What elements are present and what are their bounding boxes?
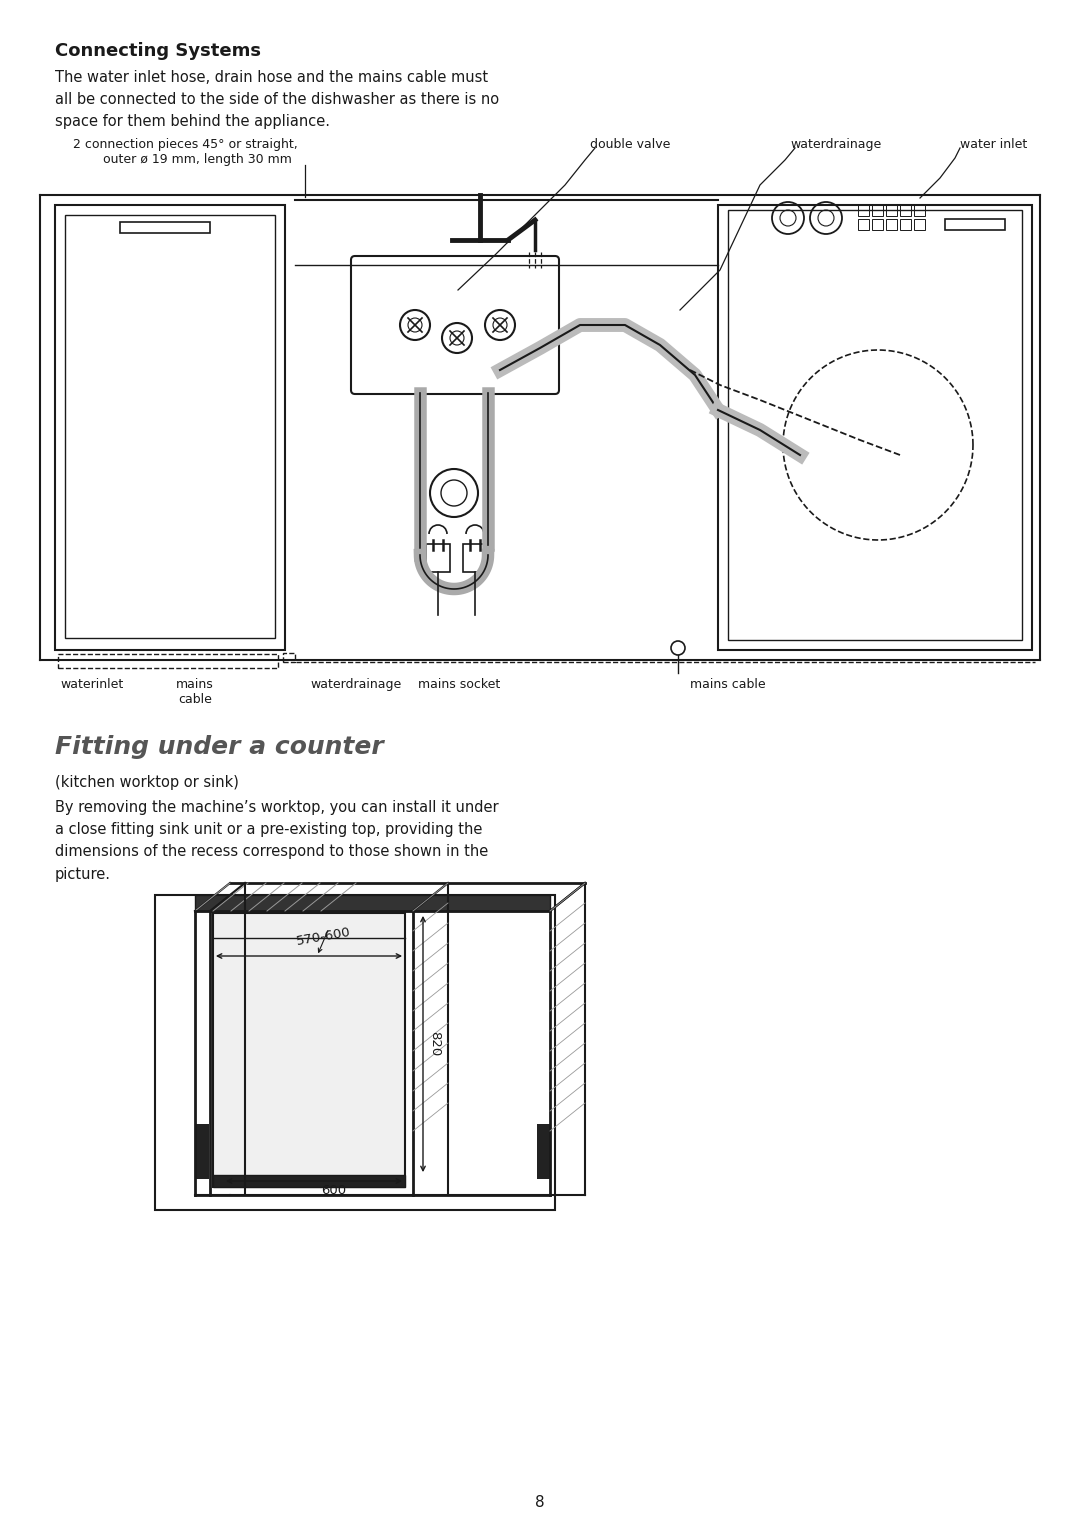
Bar (426, 544, 450, 571)
Bar (718, 205, 1032, 649)
Text: waterinlet: waterinlet (60, 678, 123, 691)
Text: 600: 600 (321, 1184, 346, 1196)
Bar (945, 219, 1005, 231)
Bar (55, 205, 285, 649)
Bar (195, 1125, 210, 1180)
Text: By removing the machine’s worktop, you can install it under
a close fitting sink: By removing the machine’s worktop, you c… (55, 801, 499, 882)
Bar (872, 219, 883, 231)
Text: Fitting under a counter: Fitting under a counter (55, 735, 383, 759)
Bar (195, 895, 550, 911)
Bar (156, 895, 555, 1210)
Bar (914, 205, 924, 215)
Bar (858, 205, 869, 215)
Text: (kitchen worktop or sink): (kitchen worktop or sink) (55, 775, 239, 790)
Text: waterdrainage: waterdrainage (310, 678, 402, 691)
Text: mains
cable: mains cable (176, 678, 214, 706)
Bar (58, 654, 278, 668)
Circle shape (430, 469, 478, 516)
Bar (213, 1175, 405, 1187)
Bar (65, 215, 275, 639)
Circle shape (400, 310, 430, 341)
Bar (900, 205, 912, 215)
Text: 2 connection pieces 45° or straight,
      outer ø 19 mm, length 30 mm: 2 connection pieces 45° or straight, out… (72, 138, 297, 167)
Bar (872, 205, 883, 215)
Text: mains socket: mains socket (418, 678, 500, 691)
Bar (463, 544, 487, 571)
Bar (537, 1125, 550, 1180)
Bar (914, 219, 924, 231)
Bar (120, 222, 210, 232)
Bar (283, 652, 295, 662)
Text: 8: 8 (536, 1494, 544, 1510)
Bar (858, 219, 869, 231)
Text: Connecting Systems: Connecting Systems (55, 41, 261, 60)
Bar (900, 219, 912, 231)
Bar (886, 205, 897, 215)
Bar (728, 209, 1022, 640)
Circle shape (442, 322, 472, 353)
Text: double valve: double valve (590, 138, 671, 151)
Circle shape (485, 310, 515, 341)
Bar (213, 914, 405, 1187)
Text: 570-600: 570-600 (296, 926, 352, 947)
Text: waterdrainage: waterdrainage (789, 138, 881, 151)
Text: water inlet: water inlet (960, 138, 1027, 151)
Bar (886, 219, 897, 231)
Text: mains cable: mains cable (690, 678, 766, 691)
Text: The water inlet hose, drain hose and the mains cable must
all be connected to th: The water inlet hose, drain hose and the… (55, 70, 499, 130)
Text: 820: 820 (428, 1031, 441, 1057)
